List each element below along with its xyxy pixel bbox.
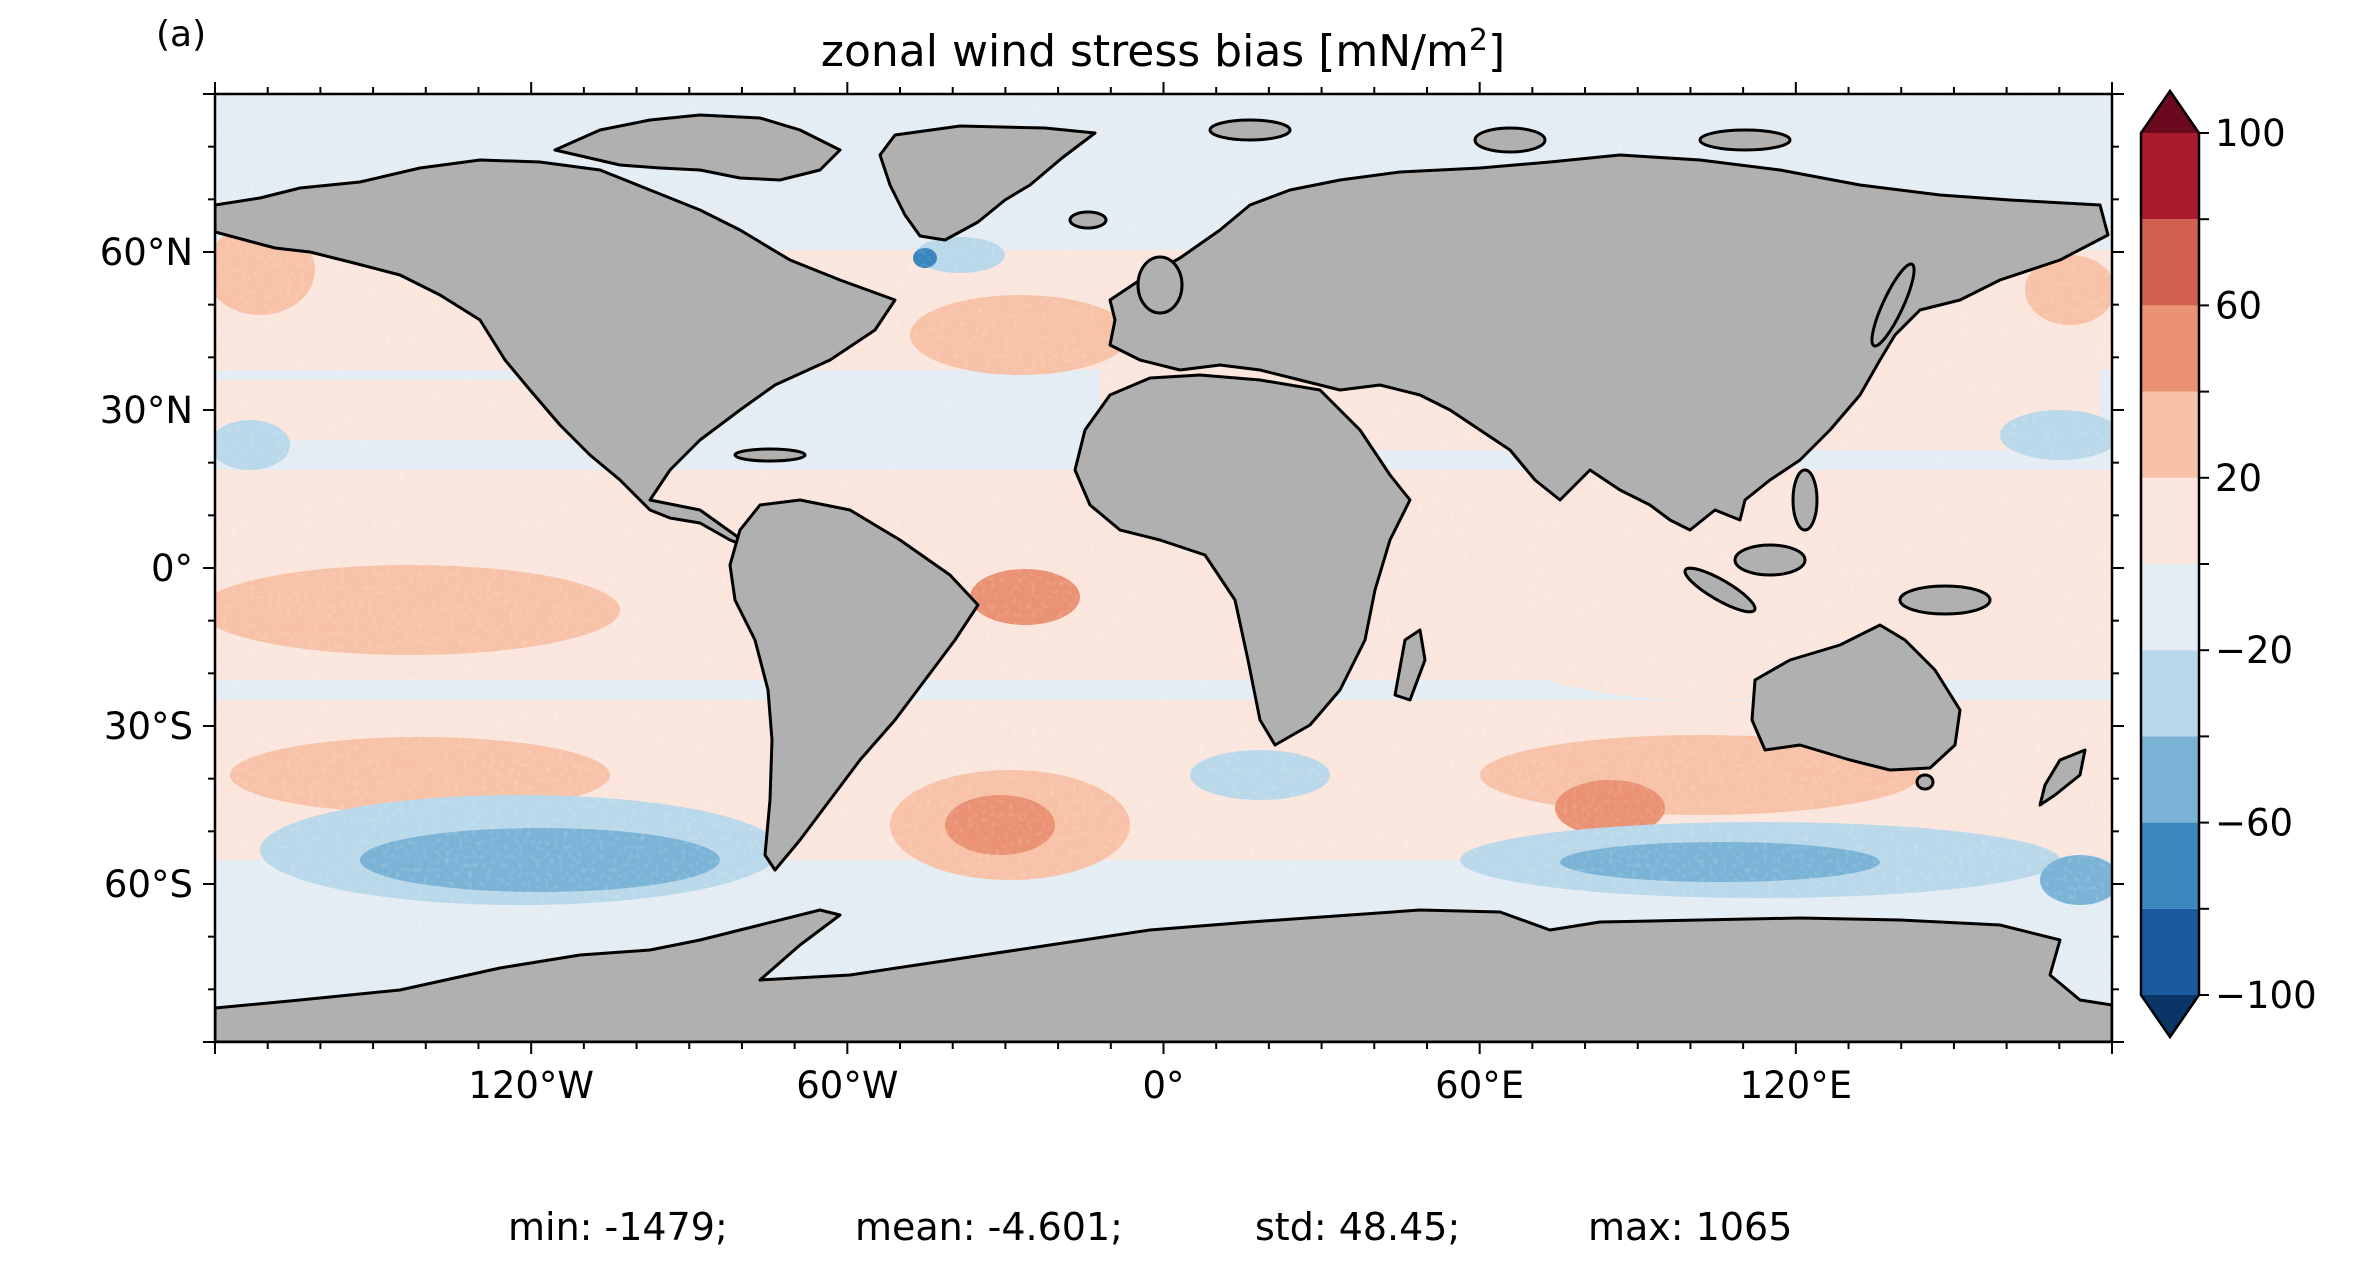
colorbar-segment: [2141, 305, 2199, 392]
colorbar-segment: [2141, 133, 2199, 220]
borneo: [1733, 543, 1807, 577]
stat-std: std: 48.45;: [1255, 1205, 1460, 1249]
greenland: [878, 124, 1097, 242]
colorbar: 100 60 20 −20 −60 −100: [2139, 88, 2317, 1040]
colorbar-tick-label: −20: [2215, 629, 2293, 672]
colorbar-segment: [2141, 822, 2199, 909]
severnaya-zemlya: [1698, 128, 1792, 152]
islands: [733, 118, 1992, 791]
lat-tick-label: 0°: [151, 547, 193, 590]
lat-tick-label: 30°S: [104, 705, 193, 748]
lat-tick-label: 30°N: [100, 389, 193, 432]
south-america: [728, 498, 980, 872]
eurasia: [1108, 153, 2110, 532]
africa: [1073, 373, 1412, 747]
tasmania: [1915, 773, 1935, 791]
lon-tick-label: 60°E: [1435, 1064, 1524, 1107]
japan: [1870, 262, 1916, 348]
colorbar-tick-label: 60: [2215, 284, 2262, 327]
lon-tick-label: 120°E: [1740, 1064, 1853, 1107]
new-zealand: [2038, 748, 2087, 807]
colorbar-segment: [2141, 391, 2199, 478]
madagascar: [1393, 628, 1427, 702]
colorbar-segment: [2141, 908, 2199, 995]
australia: [1750, 623, 1962, 772]
north-america: [215, 158, 897, 552]
lon-tick-label: 120°W: [468, 1064, 594, 1107]
map-axes: 120°W 60°W 0° 60°E 120°E 60°N 30°N 0° 30°S 60°S: [100, 82, 2124, 1107]
colorbar-segment: [2141, 650, 2199, 737]
antarctica: [215, 908, 2112, 1042]
lon-tick-label: 0°: [1142, 1064, 1184, 1107]
statistics-line: min: -1479; mean: -4.601; std: 48.45; ma…: [508, 1205, 1792, 1249]
colorbar-segment: [2141, 477, 2199, 564]
new-guinea: [1898, 584, 1992, 616]
lat-tick-label: 60°N: [100, 231, 193, 274]
colorbar-tick-label: 20: [2215, 457, 2262, 500]
svalbard: [1208, 118, 1292, 142]
colorbar-tick-label: −60: [2215, 802, 2293, 845]
colorbar-over-triangle: [2141, 91, 2199, 133]
stat-max: max: 1065: [1588, 1205, 1792, 1249]
colorbar-segment: [2141, 219, 2199, 306]
stat-min: min: -1479;: [508, 1205, 728, 1249]
cuba: [733, 447, 807, 463]
stat-mean: mean: -4.601;: [855, 1205, 1123, 1249]
iceland: [1068, 210, 1108, 230]
colorbar-under-triangle: [2141, 995, 2199, 1037]
land-masses: [215, 113, 2112, 1042]
sumatra: [1683, 566, 1757, 614]
colorbar-segment: [2141, 736, 2199, 823]
map-field: [215, 94, 2112, 1042]
colorbar-tick-label: −100: [2215, 974, 2317, 1017]
chart-title: zonal wind stress bias [mN/m2]: [821, 23, 1505, 77]
colorbar-segment: [2141, 564, 2199, 651]
lat-tick-label: 60°S: [104, 863, 193, 906]
philippines: [1791, 468, 1819, 532]
canadian-archipelago: [553, 113, 842, 182]
british-isles: [1136, 255, 1184, 315]
novaya-zemlya: [1473, 126, 1547, 154]
lon-tick-label: 60°W: [796, 1064, 898, 1107]
panel-label: (a): [156, 14, 206, 55]
colorbar-tick-label: 100: [2215, 112, 2286, 155]
